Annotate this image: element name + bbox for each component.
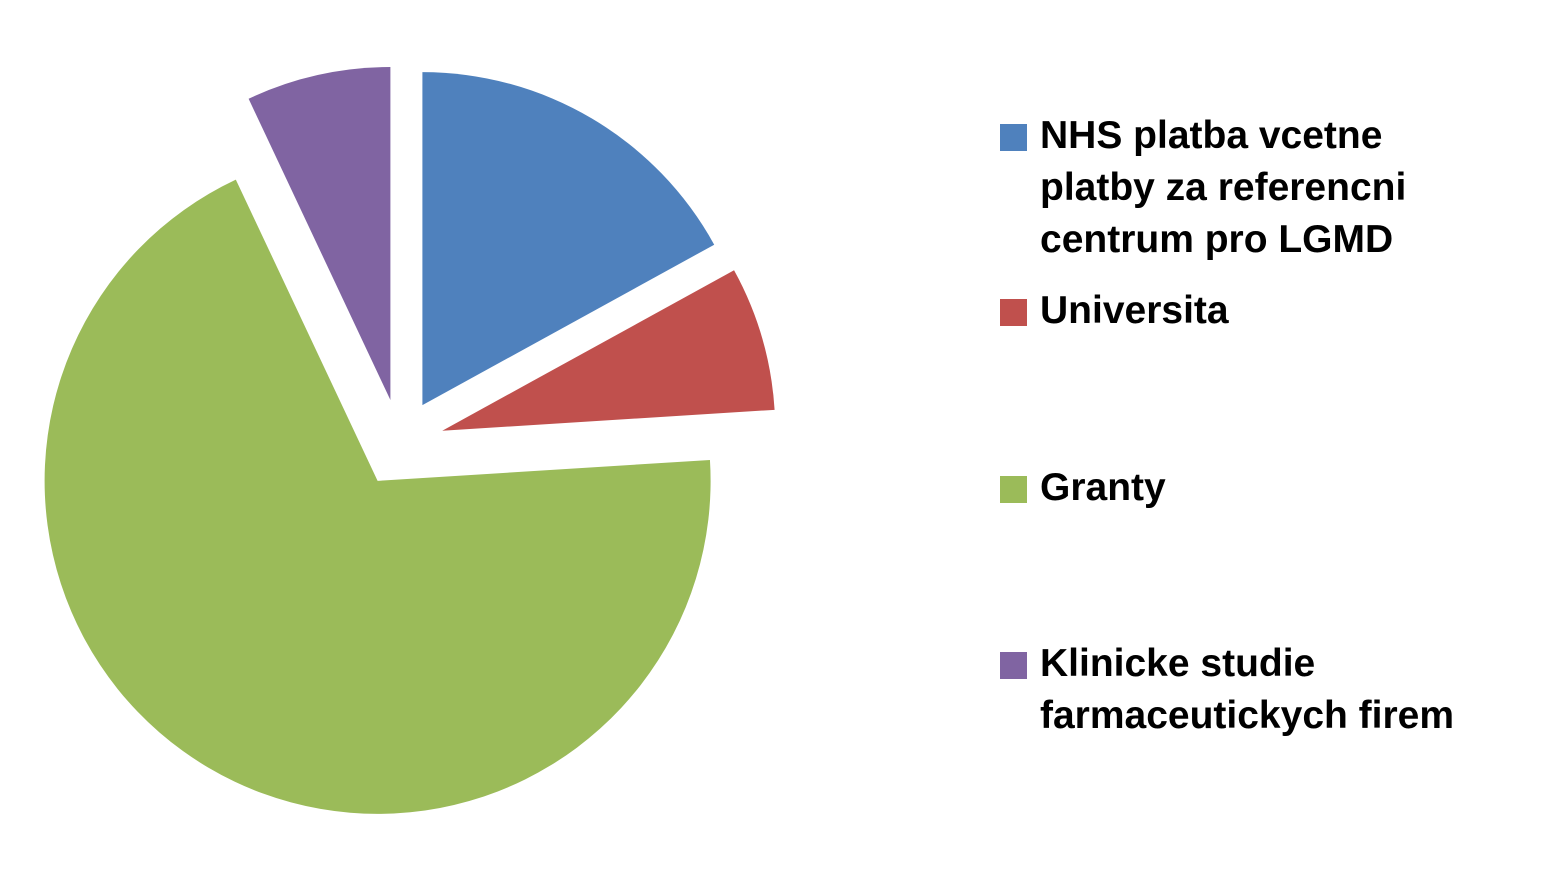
pie-chart [44, 67, 775, 814]
legend-label-nhs: NHS platba vcetne platby za referencni c… [1040, 114, 1407, 261]
pie-slice-nhs [422, 72, 715, 406]
legend-item-granty: Granty [1000, 462, 1166, 514]
legend-item-nhs: NHS platba vcetne platby za referencni c… [1000, 110, 1406, 266]
legend-item-klinicke: Klinicke studie farmaceutickych firem [1000, 638, 1454, 742]
legend-swatch-universita [1000, 299, 1027, 326]
legend-item-universita: Universita [1000, 285, 1229, 337]
pie-slice-granty [44, 179, 711, 814]
legend-swatch-klinicke [1000, 652, 1027, 679]
legend-label-granty: Granty [1040, 466, 1166, 509]
pie-slice-klinicke [248, 67, 391, 401]
legend-label-universita: Universita [1040, 289, 1229, 332]
legend-label-klinicke: Klinicke studie farmaceutickych firem [1040, 642, 1455, 737]
pie-slice-universita [442, 270, 775, 431]
legend-swatch-granty [1000, 476, 1027, 503]
legend-swatch-nhs [1000, 124, 1027, 151]
